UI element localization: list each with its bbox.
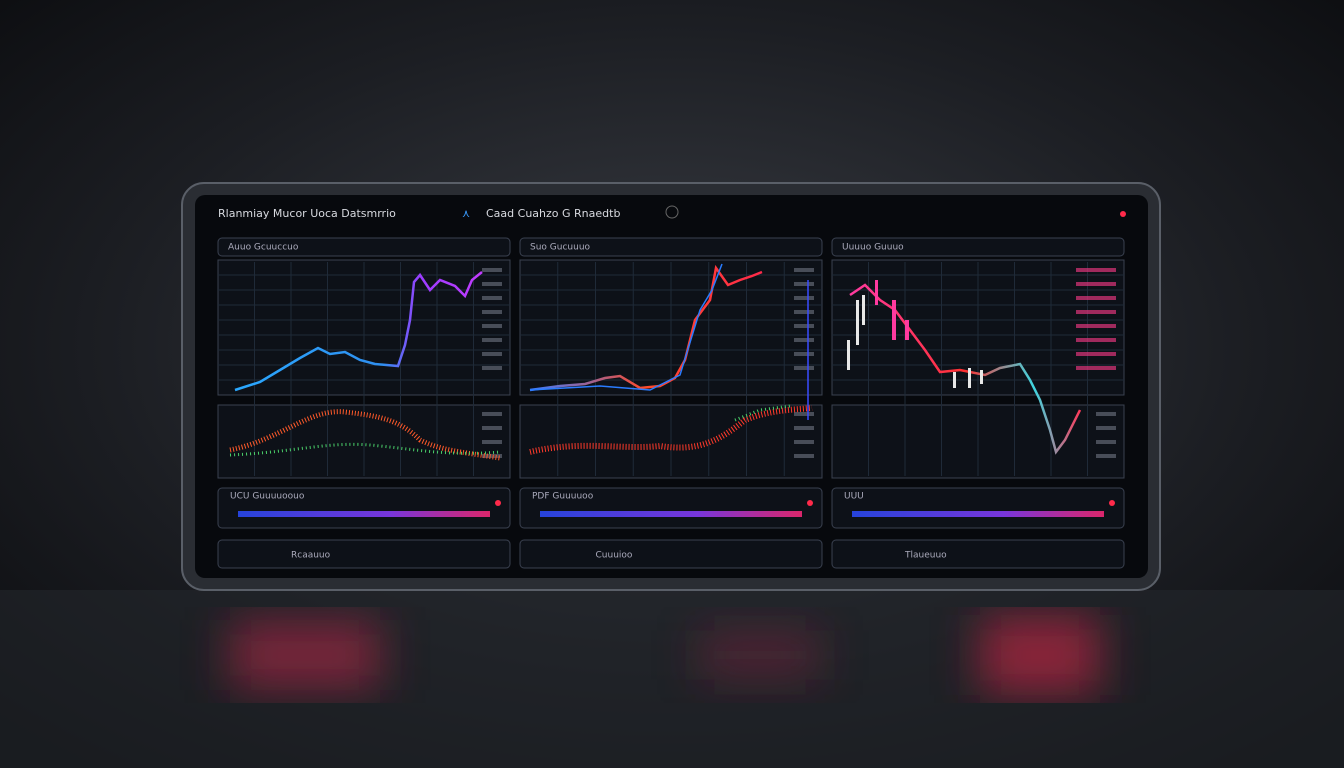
axis-label bbox=[1076, 338, 1116, 342]
axis-label bbox=[794, 454, 814, 458]
line-chart bbox=[849, 283, 1082, 455]
axis-label bbox=[1076, 268, 1116, 272]
status-dot bbox=[1120, 211, 1126, 217]
axis-label bbox=[794, 324, 814, 328]
footer bbox=[217, 539, 511, 569]
strip bbox=[519, 487, 823, 529]
strip-label: UUU bbox=[844, 492, 864, 502]
axis-label bbox=[794, 412, 814, 416]
icon: ⋏ bbox=[462, 207, 470, 220]
axis-label bbox=[482, 310, 502, 314]
candles bbox=[875, 280, 909, 340]
axis-label bbox=[1076, 296, 1116, 300]
strip-bar bbox=[852, 511, 1104, 517]
candles bbox=[847, 295, 983, 388]
strip-label: UCU Guuuuoouo bbox=[230, 492, 305, 502]
axis-label bbox=[1096, 412, 1116, 416]
tab bbox=[519, 237, 823, 257]
axis-label bbox=[482, 440, 502, 444]
strip-label: PDF Guuuuoo bbox=[532, 492, 594, 502]
strip bbox=[831, 487, 1125, 529]
status-dot bbox=[495, 500, 501, 506]
axis-label bbox=[1096, 454, 1116, 458]
axis-label bbox=[482, 296, 502, 300]
subtitle: Caad Cuahzo G Rnaedtb bbox=[486, 207, 620, 220]
footer-label: Rcaauuo bbox=[291, 551, 331, 561]
axis-label bbox=[1076, 352, 1116, 356]
icon bbox=[665, 205, 679, 219]
status-dot bbox=[1109, 500, 1115, 506]
strip-bar bbox=[540, 511, 802, 517]
axis-label bbox=[794, 366, 814, 370]
axis-label bbox=[794, 440, 814, 444]
title: Rlanmiay Mucor Uoca Datsmrrio bbox=[218, 207, 396, 220]
axis-label bbox=[482, 338, 502, 342]
axis-label bbox=[482, 426, 502, 430]
axis-label bbox=[794, 352, 814, 356]
axis-label bbox=[482, 282, 502, 286]
axis-label bbox=[482, 454, 502, 458]
footer-label: Cuuuioo bbox=[596, 551, 633, 561]
line-chart bbox=[529, 263, 723, 391]
axis-label bbox=[482, 366, 502, 370]
axis-label bbox=[794, 268, 814, 272]
footer-label: Tlaueuuo bbox=[904, 551, 947, 561]
axis-label bbox=[482, 352, 502, 356]
grid bbox=[218, 262, 510, 476]
axis-label bbox=[482, 324, 502, 328]
footer bbox=[519, 539, 823, 569]
reflection bbox=[230, 615, 1100, 695]
tab-label: Suo Gucuuuo bbox=[530, 243, 591, 253]
axis-label bbox=[482, 412, 502, 416]
axis-label bbox=[794, 338, 814, 342]
axis-label bbox=[482, 268, 502, 272]
tab-label: Auuo Gcuuccuo bbox=[228, 243, 299, 253]
tab-label: Uuuuo Guuuo bbox=[842, 243, 904, 253]
footer bbox=[831, 539, 1125, 569]
axis-label bbox=[794, 310, 814, 314]
axis-label bbox=[794, 296, 814, 300]
axis-label bbox=[1076, 310, 1116, 314]
axis-label bbox=[794, 282, 814, 286]
axis-label bbox=[794, 426, 814, 430]
strip bbox=[217, 487, 511, 529]
axis-label bbox=[1076, 366, 1116, 370]
strip-bar bbox=[238, 511, 490, 517]
axis-label bbox=[1096, 426, 1116, 430]
axis-label bbox=[1076, 282, 1116, 286]
floor bbox=[0, 590, 1344, 768]
axis-label bbox=[1076, 324, 1116, 328]
wave-chart bbox=[529, 405, 813, 455]
wave-chart bbox=[734, 404, 791, 422]
wave-chart bbox=[229, 409, 501, 461]
tab bbox=[831, 237, 1125, 257]
tab bbox=[217, 237, 511, 257]
axis-label bbox=[1096, 440, 1116, 444]
status-dot bbox=[807, 500, 813, 506]
line-chart bbox=[234, 271, 483, 392]
line-chart bbox=[529, 264, 763, 392]
grid bbox=[520, 262, 822, 476]
